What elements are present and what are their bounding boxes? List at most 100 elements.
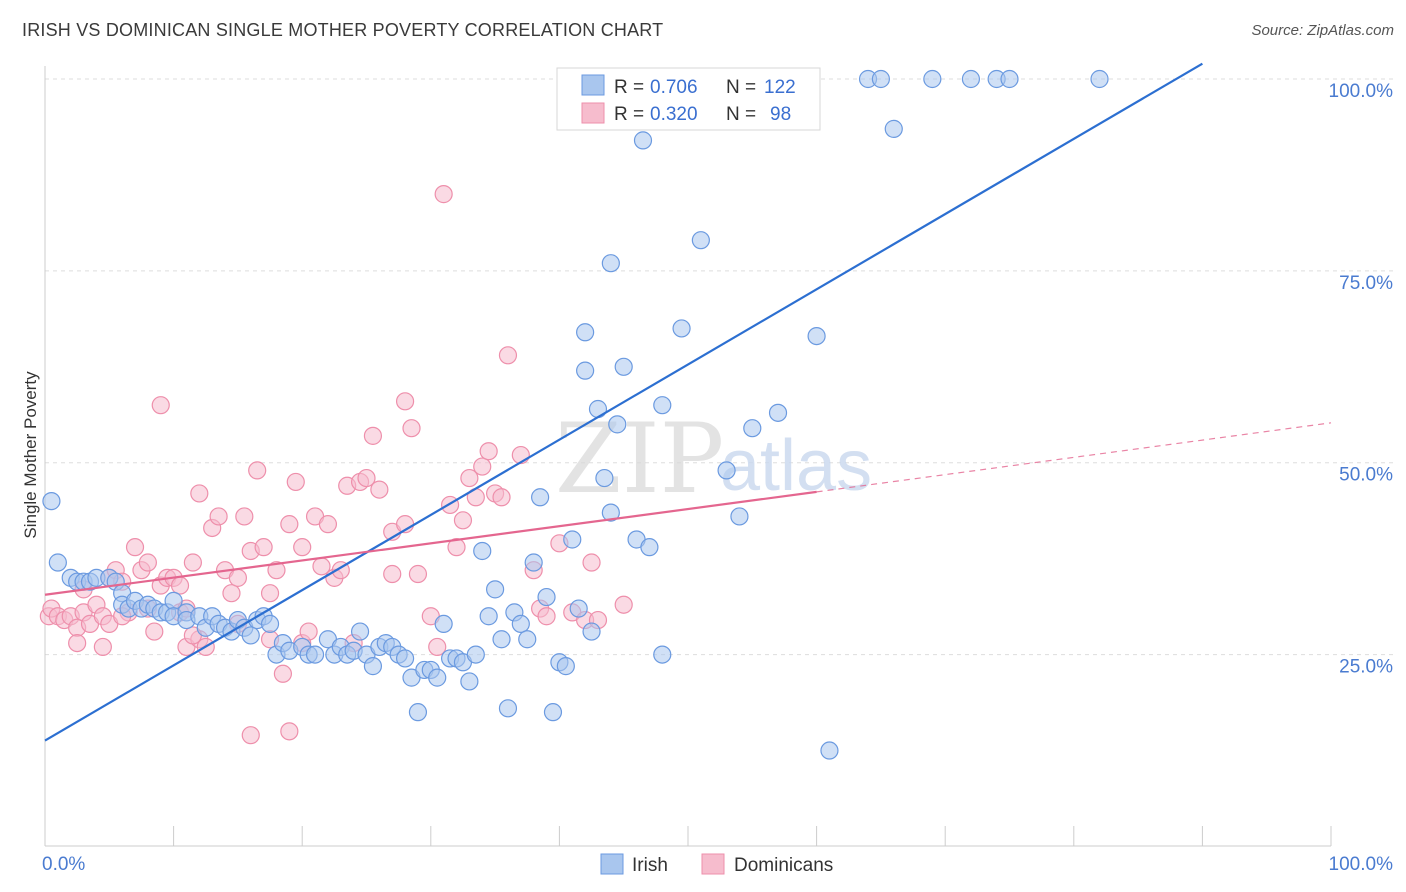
irish-point	[395, 649, 415, 668]
dominicans-point	[299, 622, 318, 641]
irish-point	[601, 503, 620, 522]
dominicans-point	[383, 564, 402, 584]
dominicans-trend-extension	[816, 422, 1332, 493]
bottom-legend-dom-label: Dominicans	[734, 855, 833, 876]
irish-point	[608, 415, 627, 434]
irish-point	[743, 419, 762, 438]
dominicans-trend-line	[44, 490, 817, 596]
chart-title: IRISH VS DOMINICAN SINGLE MOTHER POVERTY…	[22, 20, 664, 40]
irish-point	[717, 461, 736, 480]
irish-point	[653, 645, 672, 664]
dominicans-point	[408, 564, 428, 584]
irish-point	[640, 538, 659, 557]
watermark: ZIP atlas	[555, 403, 872, 515]
irish-point	[518, 630, 537, 649]
irish-point	[408, 703, 428, 722]
dominicans-point	[209, 507, 228, 526]
dominicans-point	[318, 515, 338, 534]
irish-point	[768, 403, 788, 422]
irish-point	[576, 323, 595, 342]
irish-point	[537, 587, 556, 607]
bottom-legend-irish-swatch	[600, 853, 624, 875]
y-tick-label: 100.0%	[1329, 81, 1394, 102]
y-axis-title: Single Mother Poverty	[21, 371, 40, 539]
legend-irish-n-label: N =	[726, 77, 756, 98]
source-label: Source: ZipAtlas.com	[1251, 22, 1394, 39]
irish-point	[807, 327, 826, 346]
irish-point	[434, 614, 453, 634]
irish-point	[820, 741, 839, 760]
dominicans-point	[286, 472, 305, 492]
trend-lines	[44, 62, 1332, 742]
dominicans-point	[447, 538, 466, 557]
irish-point	[305, 645, 325, 664]
irish-point	[653, 396, 672, 415]
dominicans-point	[473, 457, 492, 476]
dominicans-point	[370, 480, 389, 499]
bottom-legend: Irish Dominicans	[600, 853, 833, 876]
dominicans-point	[582, 553, 601, 572]
dominicans-point	[537, 607, 556, 626]
dominicans-point	[402, 419, 421, 438]
irish-point	[923, 69, 942, 89]
dominicans-point	[228, 568, 247, 587]
irish-point	[633, 131, 653, 150]
dominicans-point	[190, 484, 209, 503]
irish-point	[479, 607, 498, 626]
legend-dom-r-value: 0.320	[650, 104, 698, 125]
x-tick-label: 0.0%	[42, 854, 85, 875]
irish-point	[363, 657, 383, 676]
dominicans-point	[363, 426, 383, 445]
dominicans-point	[183, 553, 202, 572]
irish-trend-line	[44, 62, 1203, 742]
irish-point	[260, 614, 280, 634]
y-tick-label: 50.0%	[1339, 465, 1393, 486]
dominicans-point	[357, 468, 376, 488]
legend-irish-r-value: 0.706	[650, 77, 698, 98]
watermark-atlas: atlas	[720, 426, 872, 506]
irish-point	[563, 530, 582, 549]
irish-point	[524, 553, 543, 572]
bottom-legend-irish-label: Irish	[632, 855, 668, 876]
irish-point	[672, 319, 691, 338]
dominicans-point	[125, 538, 145, 557]
irish-point	[486, 580, 505, 599]
irish-point	[595, 468, 614, 488]
dominicans-point	[428, 637, 447, 657]
dominicans-point	[93, 637, 112, 657]
x-tick-labels: 0.0% 100.0%	[42, 854, 1393, 875]
dominicans-point	[235, 507, 254, 526]
legend-dom-n-value: 98	[770, 104, 791, 125]
irish-point	[350, 622, 370, 641]
irish-point	[691, 231, 710, 250]
dominicans-point	[280, 722, 299, 741]
irish-point	[48, 553, 67, 572]
irish-point	[871, 69, 891, 89]
dominicans-point	[395, 392, 415, 411]
irish-point	[730, 507, 749, 526]
irish-points	[42, 69, 1109, 760]
dominicans-point	[479, 442, 498, 461]
irish-point	[569, 599, 588, 618]
irish-point	[460, 672, 479, 691]
irish-point	[511, 614, 530, 634]
dominicans-point	[145, 622, 164, 641]
dominicans-point	[492, 488, 511, 507]
dominicans-point	[170, 576, 190, 595]
irish-point	[614, 357, 633, 376]
irish-point	[576, 361, 595, 380]
dominicans-point	[614, 595, 633, 614]
bottom-legend-dom-swatch	[701, 853, 725, 875]
dominicans-point	[254, 538, 273, 557]
legend-irish-r-label: R =	[614, 77, 644, 98]
watermark-zip: ZIP	[555, 403, 724, 515]
irish-point	[582, 622, 601, 641]
dominicans-point	[273, 664, 293, 683]
irish-point	[588, 399, 608, 419]
irish-point	[492, 630, 511, 649]
legend-dom-r-label: R =	[614, 104, 644, 125]
irish-point	[884, 119, 903, 138]
dominicans-point	[460, 468, 479, 488]
irish-point	[531, 488, 550, 507]
dominicans-point	[293, 538, 312, 557]
